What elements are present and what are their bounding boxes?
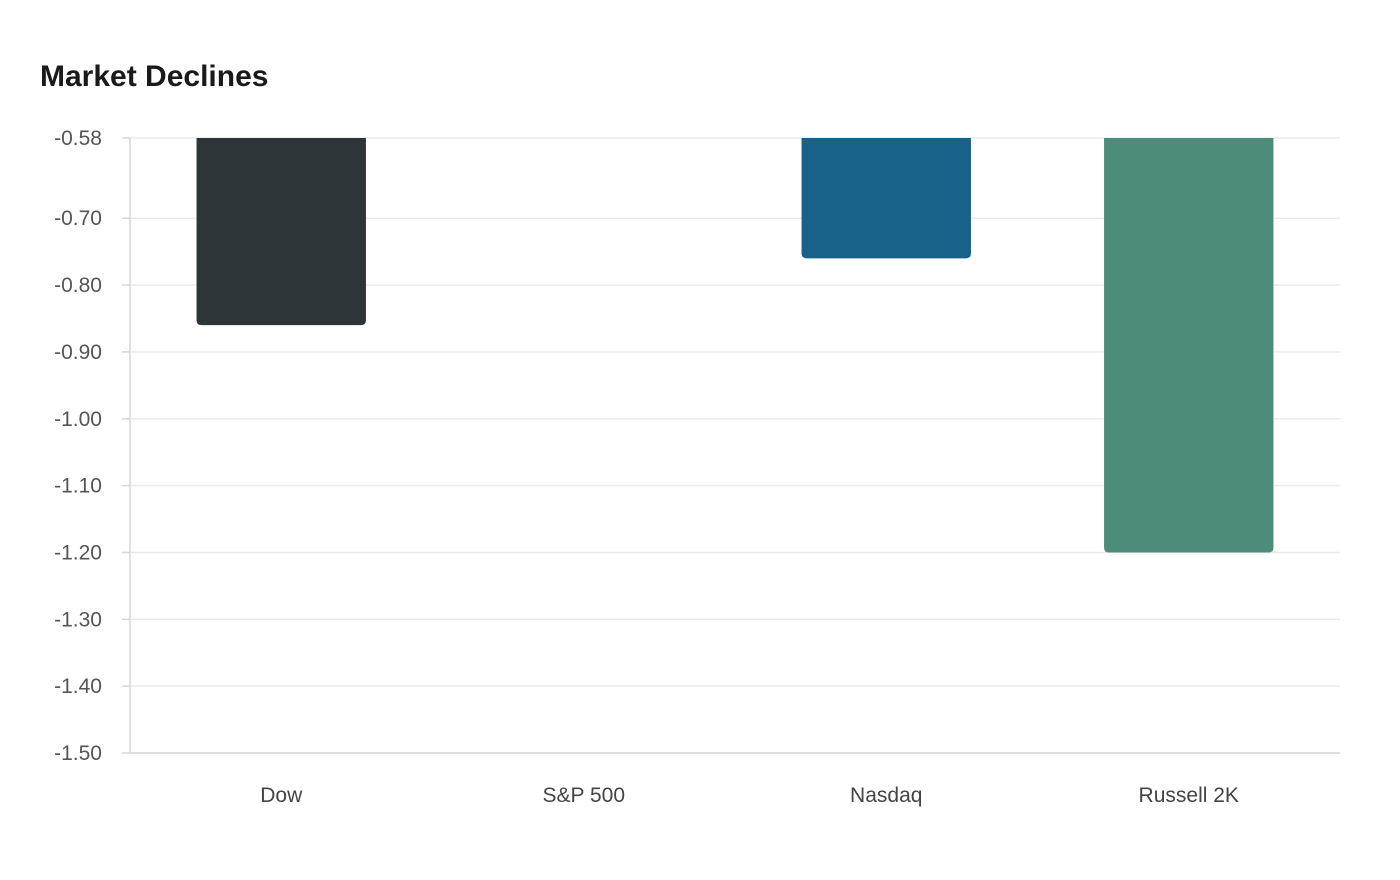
bar-nasdaq[interactable]: [801, 138, 971, 259]
y-tick-label: -1.30: [54, 608, 102, 631]
y-tick-label: -1.10: [54, 475, 102, 498]
y-tick-label: -1.50: [54, 742, 102, 765]
bar-dow[interactable]: [196, 138, 366, 326]
chart-title: Market Declines: [40, 60, 269, 93]
bar-russell-2k[interactable]: [1104, 138, 1274, 553]
x-category-label: Dow: [260, 784, 303, 807]
y-tick-label: -0.90: [54, 341, 102, 364]
y-tick-label: -1.40: [54, 675, 102, 698]
y-tick-label: -1.20: [54, 541, 102, 564]
x-category-label: Nasdaq: [850, 784, 922, 807]
x-category-label: S&P 500: [542, 784, 625, 807]
y-tick-label: -0.58: [54, 127, 102, 150]
y-tick-label: -0.70: [54, 207, 102, 230]
x-category-label: Russell 2K: [1139, 784, 1239, 807]
y-tick-label: -1.00: [54, 408, 102, 431]
y-tick-label: -0.80: [54, 274, 102, 297]
